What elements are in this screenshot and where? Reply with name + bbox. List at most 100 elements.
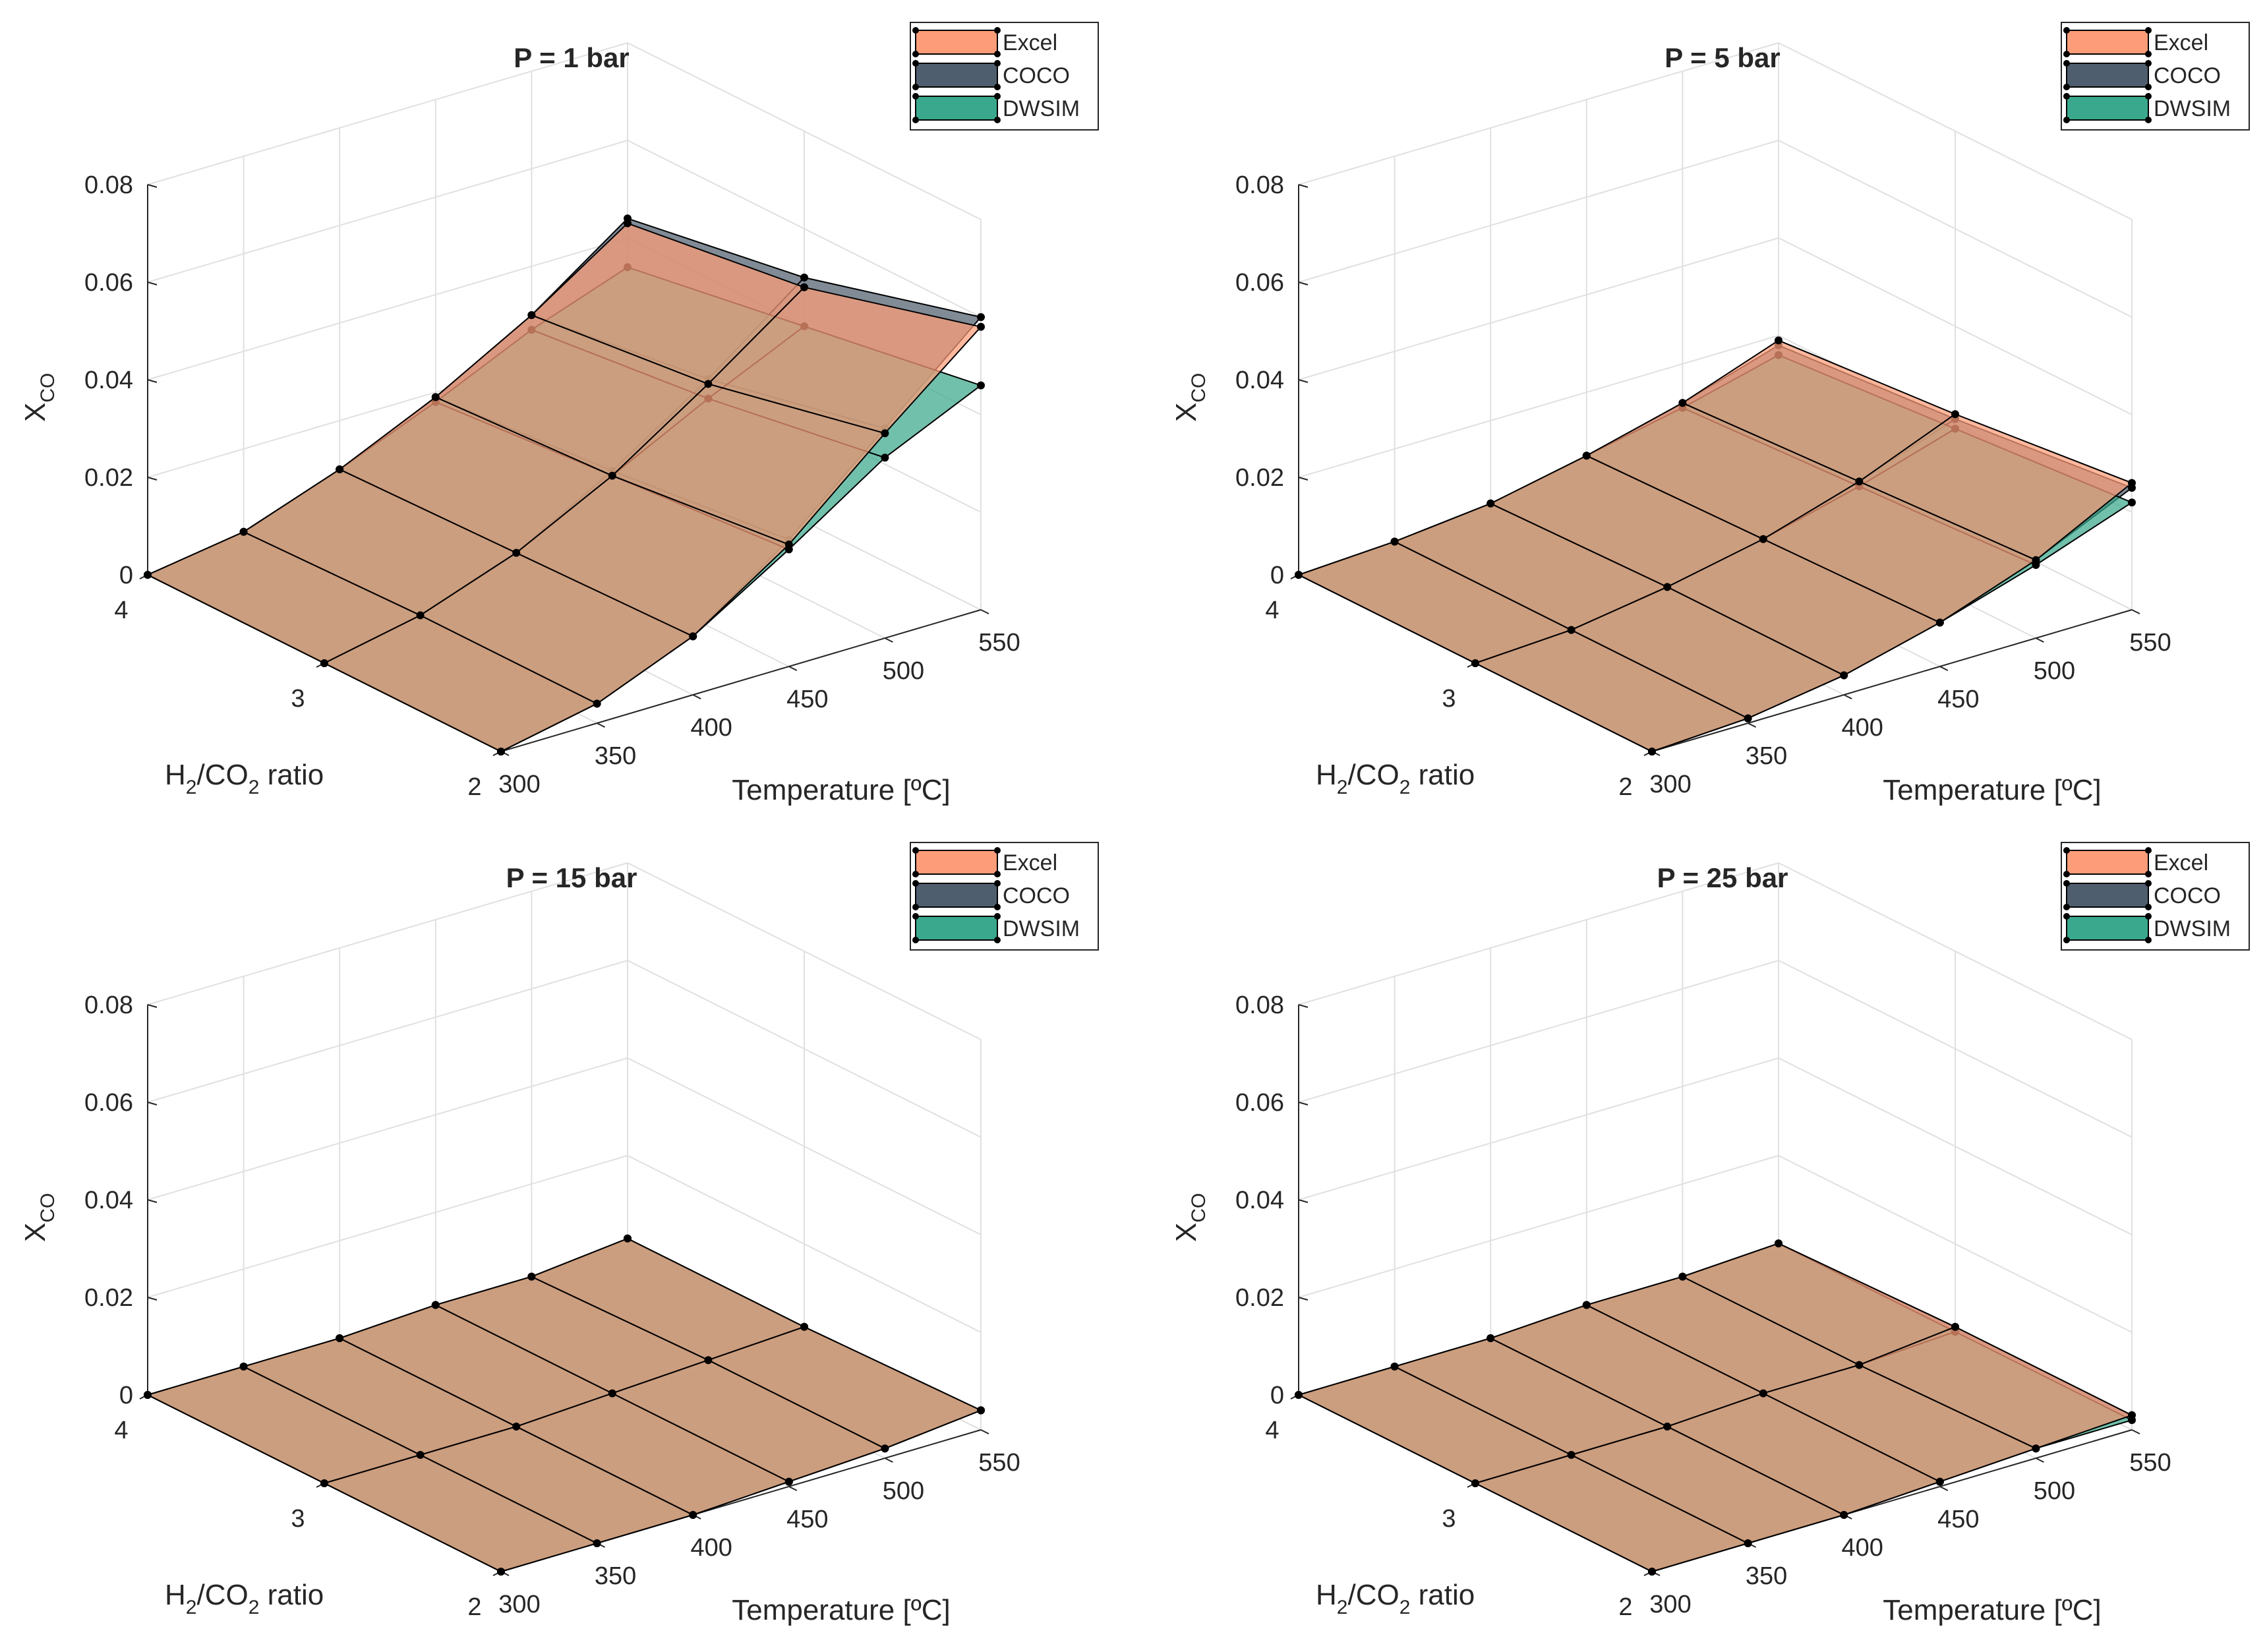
temperature-axis-label: Temperature [ºC] <box>1883 774 2102 806</box>
panel-4: 0 0.02 0.04 0.06 0.08 300 350 400 450 500 550 2 3 4 P … <box>1170 842 2250 1626</box>
z-tick-label: 0.08 <box>1235 991 1284 1019</box>
z-axis-label-main: X <box>1170 1223 1202 1242</box>
wall-grid-line <box>147 862 628 1005</box>
ratio-axis-label-part: ratio <box>1410 1579 1475 1611</box>
ratio-tick-label: 3 <box>1442 685 1456 713</box>
wall-grid-line <box>627 42 982 220</box>
legend-marker <box>912 27 919 34</box>
data-point <box>689 632 697 641</box>
wall-grid-line <box>147 140 628 283</box>
wall-grid-line <box>1298 42 1779 185</box>
temperature-tick-mark <box>2131 1429 2140 1434</box>
wall-grid-line <box>1298 1057 1779 1200</box>
ratio-axis-label: H2/CO2 ratio <box>1316 759 1475 798</box>
data-point <box>336 1334 344 1342</box>
legend-marker <box>994 93 1001 100</box>
z-tick-label: 0.02 <box>1235 1284 1284 1312</box>
z-axis-label-main: X <box>19 1223 51 1242</box>
data-point <box>800 283 808 291</box>
z-axis-label-sub: CO <box>37 373 59 403</box>
ratio-axis-label: H2/CO2 ratio <box>165 1579 324 1618</box>
data-point <box>1775 1239 1782 1248</box>
panel-3: 0 0.02 0.04 0.06 0.08 300 350 400 450 500 550 2 3 4 P … <box>19 842 1099 1626</box>
temperature-tick-label: 550 <box>978 629 1020 657</box>
legend-marker <box>2063 27 2070 34</box>
wall-grid-line <box>1778 1057 2133 1235</box>
ratio-tick-label: 4 <box>114 597 128 624</box>
data-point <box>1487 1334 1495 1342</box>
data-point <box>431 393 440 401</box>
data-point <box>1678 1272 1687 1281</box>
z-axis-label: XCO <box>19 1193 59 1242</box>
temperature-tick-label: 500 <box>883 1477 924 1505</box>
data-point <box>800 1322 808 1331</box>
chart-title: P = 15 bar <box>506 862 637 893</box>
data-point <box>1295 571 1303 579</box>
legend-swatch <box>2066 850 2149 875</box>
temperature-tick-label: 400 <box>690 1534 732 1562</box>
wall-grid-line <box>627 960 982 1138</box>
temperature-tick-label: 550 <box>978 1449 1020 1477</box>
wall-grid-line <box>1298 862 1779 1005</box>
z-tick-mark <box>147 184 158 188</box>
legend-entry-dwsim: DWSIM <box>912 913 1080 943</box>
temperature-tick-label: 350 <box>595 742 636 770</box>
temperature-tick-label: 450 <box>1937 1506 1979 1533</box>
data-point <box>977 313 985 321</box>
data-point <box>1648 748 1656 755</box>
z-tick-mark <box>147 1102 158 1106</box>
wall-grid-line <box>147 1057 628 1200</box>
data-point <box>497 1568 505 1576</box>
legend-entry-dwsim: DWSIM <box>2063 93 2231 123</box>
data-point <box>512 548 521 557</box>
legend-marker <box>912 937 919 943</box>
data-point <box>881 454 889 462</box>
data-point <box>1582 1301 1591 1309</box>
z-tick-label: 0.02 <box>84 1284 133 1312</box>
temperature-tick-label: 350 <box>1746 742 1787 770</box>
legend-marker <box>994 117 1001 123</box>
legend-entry-excel: Excel <box>912 27 1057 57</box>
z-tick-label: 0 <box>119 1382 133 1409</box>
temperature-tick-label: 400 <box>690 714 732 742</box>
z-tick-label: 0 <box>1270 1382 1284 1409</box>
data-point <box>1295 1391 1303 1399</box>
data-point <box>1775 336 1782 345</box>
legend-marker <box>912 904 919 910</box>
z-tick-label: 0.06 <box>84 1089 133 1117</box>
data-point <box>320 1479 328 1487</box>
data-point <box>1744 1539 1752 1547</box>
data-point <box>704 380 713 388</box>
surfaces <box>144 1234 985 1576</box>
z-tick-mark <box>147 1297 158 1301</box>
legend-marker <box>994 937 1001 943</box>
data-point <box>1855 1361 1864 1369</box>
legend-marker <box>994 60 1001 67</box>
chart-title: P = 25 bar <box>1657 862 1788 893</box>
temperature-tick-mark <box>2131 609 2140 614</box>
data-point <box>2032 556 2040 564</box>
data-point <box>1471 1479 1479 1487</box>
data-point <box>497 748 505 755</box>
data-point <box>527 1272 536 1281</box>
legend-marker <box>912 117 919 123</box>
legend-label: COCO <box>1003 63 1070 88</box>
legend-entry-excel: Excel <box>2063 847 2208 877</box>
data-point <box>239 1363 248 1371</box>
temperature-tick-mark <box>884 637 893 643</box>
z-tick-label: 0.06 <box>1235 269 1284 297</box>
ratio-axis-label-part: /CO <box>196 759 248 791</box>
legend: Excel COCO DWSIM <box>910 22 1099 131</box>
data-point <box>416 611 425 620</box>
temperature-tick-label: 300 <box>498 771 540 798</box>
legend-marker <box>912 880 919 887</box>
legend-marker <box>2063 84 2070 90</box>
z-axis-label-main: X <box>19 403 51 422</box>
z-axis-label-main: X <box>1170 403 1202 422</box>
legend-entry-dwsim: DWSIM <box>2063 913 2231 943</box>
surfaces <box>1295 336 2136 755</box>
ratio-axis-label-part: 2 <box>249 1597 260 1618</box>
temperature-axis-label: Temperature [ºC] <box>732 1594 951 1626</box>
ratio-axis-label-part: H <box>1316 759 1337 791</box>
